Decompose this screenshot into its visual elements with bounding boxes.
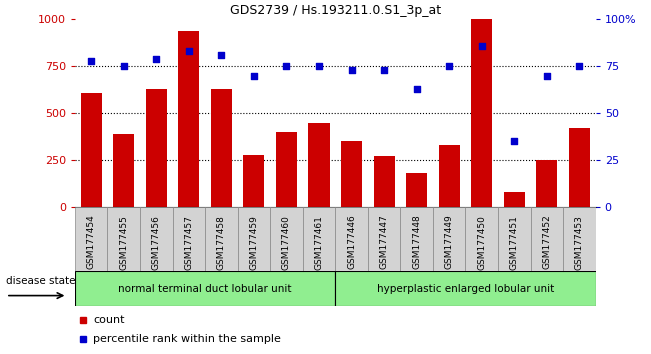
Bar [335, 271, 596, 306]
Bar [173, 207, 205, 271]
Text: GSM177455: GSM177455 [119, 215, 128, 270]
Bar [498, 207, 531, 271]
Text: hyperplastic enlarged lobular unit: hyperplastic enlarged lobular unit [377, 284, 554, 293]
Bar [531, 207, 563, 271]
Bar [276, 132, 297, 207]
Bar [81, 93, 102, 207]
Text: GSM177446: GSM177446 [347, 215, 356, 269]
Bar [504, 192, 525, 207]
Point [542, 73, 552, 79]
Point [509, 138, 519, 144]
Point [574, 64, 585, 69]
Point [216, 52, 227, 58]
Text: percentile rank within the sample: percentile rank within the sample [93, 333, 281, 344]
Bar [374, 156, 395, 207]
Bar [439, 145, 460, 207]
Bar [335, 207, 368, 271]
Text: normal terminal duct lobular unit: normal terminal duct lobular unit [118, 284, 292, 293]
Bar [465, 207, 498, 271]
Bar [471, 19, 492, 207]
Bar [341, 141, 362, 207]
Point [86, 58, 96, 64]
Point [477, 43, 487, 48]
Text: GSM177447: GSM177447 [380, 215, 389, 269]
Text: GSM177448: GSM177448 [412, 215, 421, 269]
Bar [569, 128, 590, 207]
Point [411, 86, 422, 92]
Bar [75, 271, 335, 306]
Bar [113, 134, 134, 207]
Text: GSM177457: GSM177457 [184, 215, 193, 270]
Bar [303, 207, 335, 271]
Point [118, 64, 129, 69]
Bar [563, 207, 596, 271]
Bar [433, 207, 465, 271]
Text: GSM177461: GSM177461 [314, 215, 324, 270]
Text: GSM177458: GSM177458 [217, 215, 226, 270]
Text: GSM177450: GSM177450 [477, 215, 486, 270]
Point [444, 64, 454, 69]
Title: GDS2739 / Hs.193211.0.S1_3p_at: GDS2739 / Hs.193211.0.S1_3p_at [230, 4, 441, 17]
Bar [309, 123, 329, 207]
Text: GSM177453: GSM177453 [575, 215, 584, 270]
Point [281, 64, 292, 69]
Point [379, 67, 389, 73]
Bar [140, 207, 173, 271]
Bar [107, 207, 140, 271]
Text: GSM177452: GSM177452 [542, 215, 551, 269]
Bar [146, 89, 167, 207]
Point [314, 64, 324, 69]
Bar [270, 207, 303, 271]
Point [151, 56, 161, 62]
Text: GSM177449: GSM177449 [445, 215, 454, 269]
Point [184, 48, 194, 54]
Bar [211, 89, 232, 207]
Point [249, 73, 259, 79]
Text: GSM177451: GSM177451 [510, 215, 519, 270]
Text: GSM177460: GSM177460 [282, 215, 291, 270]
Bar [406, 173, 427, 207]
Bar [400, 207, 433, 271]
Bar [178, 31, 199, 207]
Point [346, 67, 357, 73]
Bar [368, 207, 400, 271]
Bar [536, 160, 557, 207]
Bar [243, 155, 264, 207]
Bar [238, 207, 270, 271]
Text: count: count [93, 315, 124, 325]
Text: GSM177454: GSM177454 [87, 215, 96, 269]
Text: disease state: disease state [6, 276, 76, 286]
Bar [205, 207, 238, 271]
Bar [75, 207, 107, 271]
Text: GSM177456: GSM177456 [152, 215, 161, 270]
Text: GSM177459: GSM177459 [249, 215, 258, 270]
